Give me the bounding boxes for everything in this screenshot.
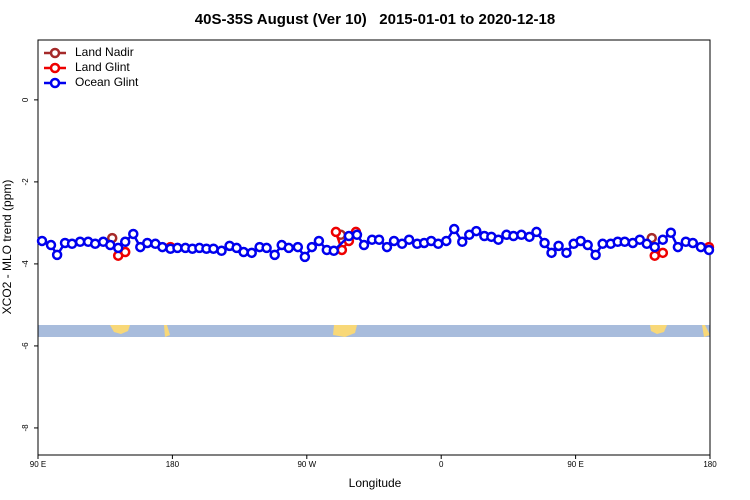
y-tick-label: 0	[21, 97, 30, 102]
data-point	[306, 241, 318, 253]
y-axis-label: XCO2 - MLO trend (ppm)	[0, 180, 14, 315]
x-tick-label: 90 E	[567, 460, 583, 469]
data-point	[553, 240, 564, 252]
data-point	[36, 235, 48, 247]
data-point	[582, 239, 593, 251]
land	[164, 325, 170, 337]
land	[702, 325, 710, 337]
data-point	[561, 247, 572, 259]
ocean-band	[38, 325, 710, 337]
data-point	[45, 239, 57, 251]
data-point	[142, 237, 153, 249]
y-tick-label: -4	[21, 260, 30, 268]
data-point	[665, 227, 677, 238]
data-point	[672, 241, 684, 253]
data-point	[524, 231, 535, 243]
land	[333, 325, 357, 337]
x-tick-label: 90 W	[297, 460, 316, 469]
x-axis-label: Longitude	[349, 476, 402, 490]
data-point	[649, 241, 660, 253]
data-point	[313, 235, 325, 247]
data-point	[66, 238, 78, 250]
legend-label: Land Nadir	[75, 45, 134, 59]
data-point	[403, 234, 415, 245]
y-tick-label: -2	[21, 178, 30, 186]
data-point	[343, 230, 355, 242]
data-point	[649, 250, 660, 261]
data-point	[74, 236, 86, 248]
chart-title: 40S-35S August (Ver 10) 2015-01-01 to 20…	[195, 11, 555, 28]
map-strip	[38, 325, 710, 337]
data-point	[269, 249, 280, 261]
data-point	[695, 241, 707, 253]
data-point	[208, 243, 219, 254]
data-point	[216, 245, 227, 257]
data-point	[531, 226, 542, 238]
x-tick-label: 180	[703, 460, 717, 469]
data-point	[657, 247, 669, 259]
data-point	[508, 230, 519, 242]
x-tick-label: 90 E	[30, 460, 46, 469]
data-point	[441, 235, 452, 247]
data-point	[261, 242, 272, 254]
data-point	[493, 234, 504, 245]
data-point	[358, 239, 370, 251]
data-point	[590, 249, 601, 261]
data-point	[128, 228, 139, 240]
legend-label: Land Glint	[75, 60, 130, 74]
data-point	[283, 242, 294, 254]
data-point	[657, 234, 669, 245]
data-point	[381, 241, 393, 253]
data-point	[388, 235, 400, 247]
data-point	[619, 236, 630, 248]
y-tick-label: -6	[21, 342, 30, 350]
data-point	[687, 237, 699, 249]
data-point	[432, 238, 444, 250]
data-point	[330, 226, 342, 238]
data-point	[471, 225, 482, 237]
x-tick-label: 0	[439, 460, 444, 469]
data-point	[539, 237, 550, 249]
data-point	[89, 238, 101, 250]
data-point	[157, 241, 168, 253]
data-point	[703, 244, 715, 256]
data-point	[546, 247, 557, 259]
data-point	[292, 241, 304, 253]
land	[650, 325, 667, 334]
data-point	[516, 229, 527, 241]
legend-swatch-point	[49, 77, 61, 89]
data-point	[51, 249, 63, 261]
data-point	[373, 234, 385, 245]
data-point	[448, 223, 460, 235]
data-point	[112, 242, 124, 254]
data-point	[299, 251, 311, 263]
legend-label: Ocean Glint	[75, 75, 139, 89]
data-point	[328, 245, 340, 257]
legend-swatch-point	[49, 47, 61, 59]
data-point	[597, 238, 608, 250]
data-point	[246, 247, 257, 259]
y-tick-label: -8	[21, 424, 30, 432]
data-point	[238, 246, 249, 258]
land	[110, 325, 130, 334]
legend-swatch-point	[49, 62, 61, 74]
data-point	[351, 229, 363, 241]
data-point	[119, 236, 131, 248]
data-point	[457, 236, 468, 248]
x-tick-label: 180	[166, 460, 180, 469]
